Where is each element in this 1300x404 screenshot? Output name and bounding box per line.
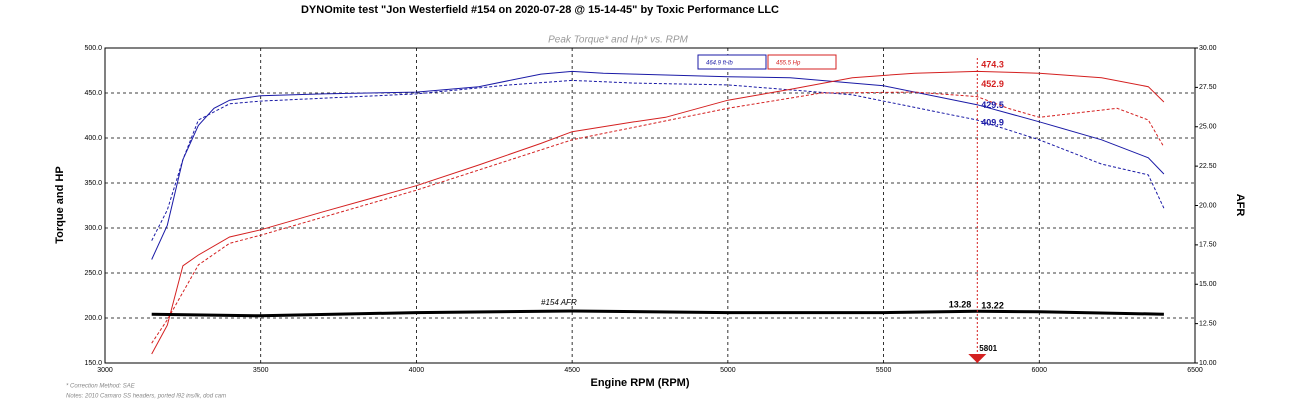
cursor-readout: 13.28 xyxy=(949,300,972,310)
x-tick-label: 6000 xyxy=(1031,367,1047,374)
series-line xyxy=(151,79,1165,241)
x-tick-label: 4500 xyxy=(564,367,580,374)
x-tick-label: 5500 xyxy=(876,367,892,374)
chart-subtitle: Peak Torque* and Hp* vs. RPM xyxy=(548,35,688,46)
x-tick-label: 3000 xyxy=(97,367,113,374)
legend-box xyxy=(767,54,837,70)
y-tick-label: 350.0 xyxy=(84,180,102,187)
x-tick-label: 4000 xyxy=(409,367,425,374)
cursor-marker xyxy=(968,354,987,363)
series-label: #154 AFR xyxy=(541,298,577,307)
legend-box xyxy=(697,54,767,70)
y-axis-label: Torque and HP xyxy=(54,166,66,243)
note: Notes: 2010 Camaro SS headers, ported l9… xyxy=(66,394,226,400)
y2-tick-label: 10.00 xyxy=(1199,360,1217,367)
series-line xyxy=(151,91,1165,344)
y2-tick-label: 30.00 xyxy=(1199,45,1217,52)
y2-tick-label: 12.50 xyxy=(1199,320,1217,327)
y-tick-label: 500.0 xyxy=(84,45,102,52)
y-tick-label: 150.0 xyxy=(84,360,102,367)
series-line xyxy=(151,309,1164,318)
cursor-x-label: 5801 xyxy=(979,344,997,353)
y-tick-label: 450.0 xyxy=(84,90,102,97)
cursor-readout: 409.9 xyxy=(981,117,1004,127)
cursor-readout: 452.9 xyxy=(981,79,1004,89)
y2-tick-label: 22.50 xyxy=(1199,163,1217,170)
note: * Correction Method: SAE xyxy=(66,384,136,390)
y2-tick-label: 27.50 xyxy=(1199,84,1217,91)
y-tick-label: 300.0 xyxy=(84,225,102,232)
y2-tick-label: 20.00 xyxy=(1199,202,1217,209)
cursor-readout: 429.5 xyxy=(981,100,1004,110)
legend-label: 464.9 ft-lb xyxy=(706,61,733,67)
y2-tick-label: 17.50 xyxy=(1199,242,1217,249)
y-tick-label: 400.0 xyxy=(84,135,102,142)
series-line xyxy=(151,70,1165,355)
y2-axis-label: AFR xyxy=(1234,194,1246,217)
x-tick-label: 3500 xyxy=(253,367,269,374)
y-tick-label: 250.0 xyxy=(84,270,102,277)
cursor-readout: 474.3 xyxy=(981,60,1004,70)
x-axis-label: Engine RPM (RPM) xyxy=(591,377,690,389)
y2-tick-label: 15.00 xyxy=(1199,281,1217,288)
y2-tick-label: 25.00 xyxy=(1199,124,1217,131)
x-tick-label: 6500 xyxy=(1187,367,1203,374)
series-line xyxy=(151,70,1165,260)
chart-title: DYNOmite test "Jon Westerfield #154 on 2… xyxy=(301,4,779,16)
y-tick-label: 200.0 xyxy=(84,315,102,322)
legend-label: 455.5 Hp xyxy=(776,61,801,67)
x-tick-label: 5000 xyxy=(720,367,736,374)
cursor-readout: 13.22 xyxy=(981,301,1004,311)
